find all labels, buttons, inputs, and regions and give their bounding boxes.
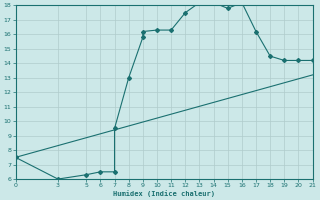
X-axis label: Humidex (Indice chaleur): Humidex (Indice chaleur) xyxy=(113,190,215,197)
